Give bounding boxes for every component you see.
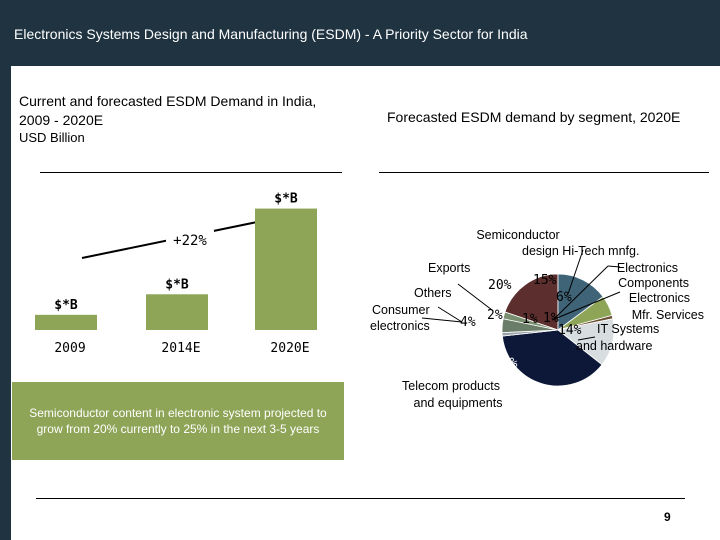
callout-box: Semiconductor content in electronic syst… — [12, 382, 344, 460]
pie-value-label: 4% — [460, 315, 476, 330]
label-telecom-1: Telecom products — [402, 379, 500, 393]
bar-chart-title: Current and forecasted ESDM Demand in In… — [19, 93, 317, 128]
pie-value-label: 6% — [556, 290, 572, 305]
pie-slice-telecom-products-and-equipments — [501, 329, 603, 387]
pie-value-label: 2% — [487, 308, 503, 323]
bar-value-label: $*B — [165, 277, 189, 292]
bar-value-label: $*B — [54, 298, 78, 313]
pie-chart: 20% 15%6%1%14%38%1%4% 2% Semiconductor des… — [370, 228, 704, 410]
bar-category-label: 2009 — [54, 341, 85, 356]
footer-rule — [36, 498, 685, 499]
pie-value-label: 15% — [533, 273, 557, 288]
page-title: Electronics Systems Design and Manufactu… — [14, 26, 528, 42]
page-number: 9 — [664, 510, 671, 524]
callout-text: Semiconductor content in electronic syst… — [29, 406, 327, 436]
label-electronics: Electronics — [617, 261, 678, 275]
pie-value-label: 1% — [543, 311, 559, 326]
bar-2009 — [35, 314, 97, 330]
label-exports: Exports — [428, 261, 470, 275]
label-electronics-2: Electronics — [629, 291, 690, 305]
label-and-hardware: and hardware — [576, 339, 652, 353]
bar-2014e — [146, 294, 208, 330]
pie-value-label: 1% — [522, 312, 538, 327]
label-it-systems: IT Systems — [597, 322, 659, 336]
label-telecom-2: and equipments — [414, 396, 503, 410]
bar-chart-unit: USD Billion — [19, 130, 85, 145]
bar-category-label: 2014E — [161, 341, 200, 356]
pie-value-label: 14% — [558, 323, 582, 338]
pie-value-label: 20% — [488, 278, 512, 293]
bar-2020e — [255, 208, 317, 330]
sidebar-strip — [0, 0, 11, 540]
pie-value-label: 38% — [494, 356, 518, 371]
label-mfr-services: Mfr. Services — [632, 308, 704, 322]
pie-slice-hi-tech-mnfg- — [557, 273, 604, 331]
pie-chart-title: Forecasted ESDM demand by segment, 2020E — [387, 109, 681, 125]
growth-annotation-box — [166, 230, 214, 250]
label-others: Others — [414, 286, 452, 300]
bar-value-label: $*B — [274, 192, 298, 207]
label-design-hitech: design Hi-Tech mnfg. — [522, 244, 639, 258]
right-rule — [379, 172, 709, 173]
pie-slice-exports — [502, 311, 559, 331]
bar-chart: +22% $*B 2009 $*B 2014E $*B 2020E — [35, 192, 317, 356]
label-components: Components — [618, 276, 689, 290]
bar-category-label: 2020E — [270, 341, 309, 356]
pie-slice-semiconductor-design — [504, 273, 559, 331]
label-semiconductor: Semiconductor — [476, 228, 559, 242]
header-bar: Electronics Systems Design and Manufactu… — [0, 0, 720, 66]
leader-lines — [421, 249, 621, 341]
label-consumer: Consumer — [372, 303, 430, 317]
left-rule — [40, 172, 342, 173]
growth-annotation: +22% — [173, 233, 207, 249]
label-consumer-electronics: electronics — [370, 319, 430, 333]
